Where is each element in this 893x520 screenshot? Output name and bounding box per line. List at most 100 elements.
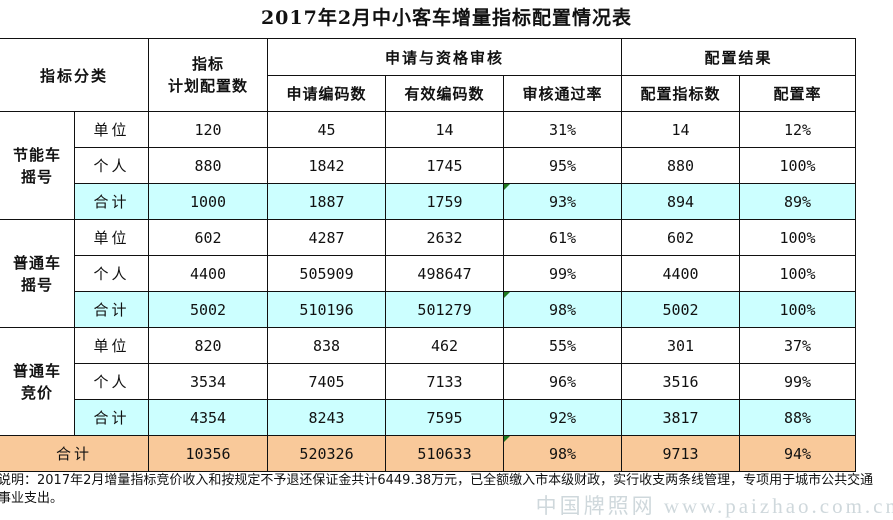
cell-rate: 100% [739, 291, 857, 328]
cell-apply: 45 [267, 111, 387, 148]
header-plan: 指标 计划配置数 [148, 38, 269, 112]
table-row-subtotal: 合计 4354 8243 7595 92% 3817 88% [0, 399, 857, 436]
cell-alloc: 602 [621, 219, 741, 256]
cell-rate: 89% [739, 183, 857, 220]
quota-table: 指标分类 指标 计划配置数 申请与资格审核 配置结果 申请编码数 有效编码数 审… [0, 38, 857, 472]
footnote: 说明：2017年2月增量指标竞价收入和按规定不予退还保证金共计6449.38万元… [0, 473, 874, 506]
header-category: 指标分类 [0, 38, 150, 112]
row-label: 单位 [73, 327, 150, 364]
cell-pass: 98% [503, 435, 623, 472]
row-label: 个人 [73, 363, 150, 400]
table-row: 个人 3534 7405 7133 96% 3516 99% [0, 363, 857, 400]
grand-total-label: 合计 [0, 435, 150, 472]
cell-apply: 8243 [267, 399, 387, 436]
cell-rate: 37% [739, 327, 857, 364]
cell-apply: 4287 [267, 219, 387, 256]
cell-alloc: 4400 [621, 255, 741, 292]
group-label-line1: 普通车 [12, 361, 61, 380]
cell-rate: 88% [739, 399, 857, 436]
cell-pass: 92% [503, 399, 623, 436]
cell-valid: 7595 [385, 399, 505, 436]
group-label-energy-lottery: 节能车 摇号 [0, 111, 75, 220]
header-group-apply: 申请与资格审核 [267, 38, 623, 76]
cell-pass: 31% [503, 111, 623, 148]
cell-apply: 510196 [267, 291, 387, 328]
cell-valid: 501279 [385, 291, 505, 328]
header-alloc-rate: 配置率 [739, 75, 857, 112]
cell-valid: 498647 [385, 255, 505, 292]
group-label-normal-lottery: 普通车 摇号 [0, 219, 75, 328]
cell-alloc: 301 [621, 327, 741, 364]
row-label: 个人 [73, 255, 150, 292]
cell-apply: 7405 [267, 363, 387, 400]
watermark: 中国牌照网 www.paizhao.com.cn [535, 494, 893, 518]
cell-alloc: 5002 [621, 291, 741, 328]
table-row: 普通车 竞价 单位 820 838 462 55% 301 37% [0, 327, 857, 436]
cell-apply: 1842 [267, 147, 387, 184]
cell-plan: 3534 [148, 363, 269, 400]
cell-plan: 820 [148, 327, 269, 364]
row-label: 单位 [73, 219, 150, 256]
group-label-line2: 摇号 [20, 275, 53, 294]
cell-rate: 100% [739, 255, 857, 292]
row-label: 合计 [73, 183, 150, 220]
cell-alloc: 9713 [621, 435, 741, 472]
cell-valid: 1745 [385, 147, 505, 184]
cell-valid: 510633 [385, 435, 505, 472]
cell-apply: 838 [267, 327, 387, 364]
group-label-normal-auction: 普通车 竞价 [0, 327, 75, 436]
cell-pass: 98% [503, 291, 623, 328]
cell-plan: 1000 [148, 183, 269, 220]
cell-valid: 1759 [385, 183, 505, 220]
cell-rate: 99% [739, 363, 857, 400]
cell-plan: 10356 [148, 435, 269, 472]
cell-valid: 2632 [385, 219, 505, 256]
cell-pass: 55% [503, 327, 623, 364]
table-row: 个人 4400 505909 498647 99% 4400 100% [0, 255, 857, 292]
cell-pass: 99% [503, 255, 623, 292]
row-label: 单位 [73, 111, 150, 148]
cell-alloc: 880 [621, 147, 741, 184]
table-row: 普通车 摇号 单位 602 4287 2632 61% 602 100% [0, 219, 857, 328]
row-label: 合计 [73, 291, 150, 328]
table-row-subtotal: 合计 5002 510196 501279 98% 5002 100% [0, 291, 857, 328]
header-pass-rate: 审核通过率 [503, 75, 623, 112]
cell-alloc: 3817 [621, 399, 741, 436]
cell-pass: 95% [503, 147, 623, 184]
group-label-line1: 节能车 [12, 145, 61, 164]
table-title: 2017年2月中小客车增量指标配置情况表 [260, 7, 633, 29]
group-label-line1: 普通车 [12, 253, 61, 272]
cell-plan: 4354 [148, 399, 269, 436]
header-alloc-count: 配置指标数 [621, 75, 741, 112]
cell-plan: 120 [148, 111, 269, 148]
cell-plan: 4400 [148, 255, 269, 292]
cell-apply: 1887 [267, 183, 387, 220]
cell-valid: 7133 [385, 363, 505, 400]
table-row: 个人 880 1842 1745 95% 880 100% [0, 147, 857, 184]
cell-alloc: 3516 [621, 363, 741, 400]
cell-valid: 462 [385, 327, 505, 364]
cell-rate: 12% [739, 111, 857, 148]
cell-rate: 100% [739, 219, 857, 256]
cell-alloc: 14 [621, 111, 741, 148]
table-row-subtotal: 合计 1000 1887 1759 93% 894 89% [0, 183, 857, 220]
cell-alloc: 894 [621, 183, 741, 220]
cell-pass: 61% [503, 219, 623, 256]
group-label-line2: 摇号 [20, 167, 53, 186]
header-plan-line2: 计划配置数 [168, 77, 249, 95]
cell-rate: 94% [739, 435, 857, 472]
header-apply-codes: 申请编码数 [267, 75, 387, 112]
row-label: 合计 [73, 399, 150, 436]
row-label: 个人 [73, 147, 150, 184]
table-row: 节能车 摇号 单位 120 45 14 31% 14 12% [0, 111, 857, 220]
cell-apply: 520326 [267, 435, 387, 472]
header-valid-codes: 有效编码数 [385, 75, 505, 112]
cell-plan: 602 [148, 219, 269, 256]
group-label-line2: 竞价 [20, 383, 53, 402]
header-group-result: 配置结果 [621, 38, 857, 76]
cell-plan: 880 [148, 147, 269, 184]
cell-pass: 93% [503, 183, 623, 220]
cell-pass: 96% [503, 363, 623, 400]
cell-rate: 100% [739, 147, 857, 184]
cell-valid: 14 [385, 111, 505, 148]
